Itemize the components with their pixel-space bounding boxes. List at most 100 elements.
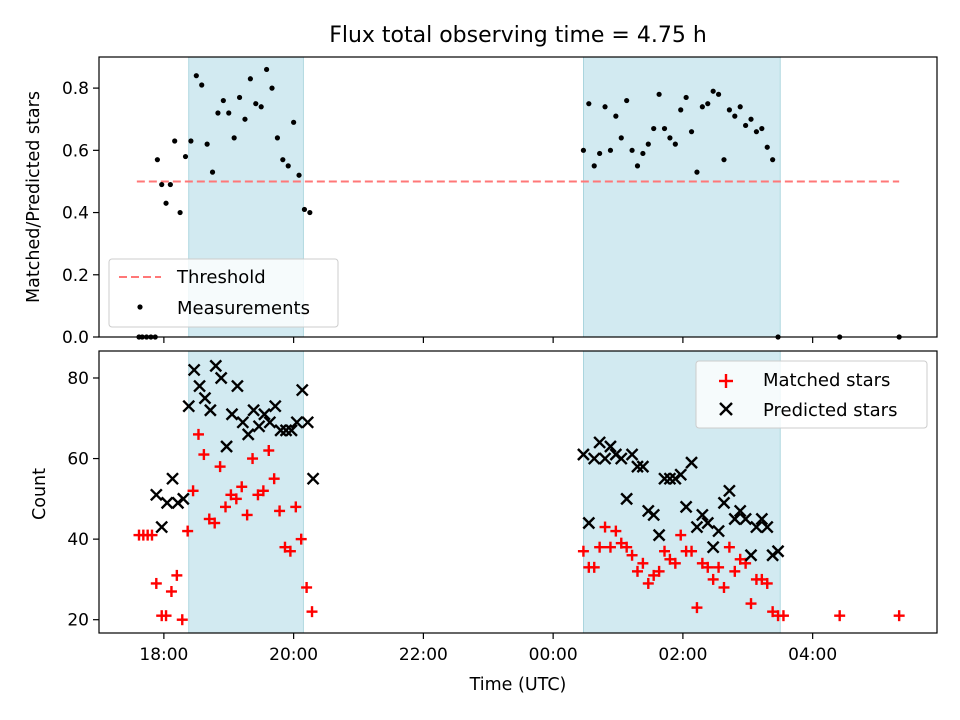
measurement-point <box>656 91 662 97</box>
predicted-star-marker <box>712 524 725 538</box>
x-tick-label: 18:00 <box>139 645 188 665</box>
predicted-stars-points <box>149 359 785 562</box>
measurement-point <box>307 209 313 216</box>
matched-star-marker <box>702 561 714 573</box>
legend-predicted-label: Predicted stars <box>763 400 897 421</box>
predicted-star-marker <box>263 415 277 429</box>
matched-star-marker <box>214 461 226 473</box>
predicted-star-marker <box>739 512 752 526</box>
ratio-shaded-regions <box>188 56 781 338</box>
measurement-point <box>258 104 264 110</box>
matched-star-marker <box>192 428 204 440</box>
measurement-point <box>661 125 668 132</box>
measurement-point <box>764 144 770 150</box>
predicted-star-marker <box>750 520 763 534</box>
measurement-point <box>231 135 237 141</box>
matched-star-marker <box>295 533 307 545</box>
y-tick-label: 0.6 <box>62 141 89 161</box>
predicted-star-marker <box>733 504 747 518</box>
matched-star-marker <box>577 545 589 557</box>
matched-star-marker <box>599 521 611 533</box>
predicted-star-marker <box>685 456 698 469</box>
matched-star-marker <box>263 445 275 457</box>
x-tick-label: 00:00 <box>529 645 578 665</box>
measurement-point <box>182 153 189 160</box>
predicted-star-marker <box>717 496 731 510</box>
matched-star-marker <box>594 541 606 553</box>
matched-star-marker <box>893 610 905 622</box>
matched-star-marker <box>146 529 158 541</box>
measurement-point <box>247 76 253 82</box>
y-tick-label: 60 <box>67 450 89 470</box>
x-tick-label: 04:00 <box>788 645 837 665</box>
measurement-point <box>154 157 160 163</box>
legend-threshold-label: Threshold <box>176 267 266 288</box>
predicted-star-marker <box>582 516 596 530</box>
y-tick-label: 80 <box>67 369 89 389</box>
x-axis-label: Time (UTC) <box>469 675 567 695</box>
matched-star-marker <box>659 545 671 557</box>
matched-star-marker <box>284 545 296 557</box>
predicted-star-marker <box>771 544 785 558</box>
predicted-star-marker <box>166 472 179 486</box>
measurement-point <box>280 157 286 163</box>
measurement-point <box>591 163 597 169</box>
predicted-star-marker <box>701 516 715 530</box>
matched-star-marker <box>241 509 253 521</box>
matched-star-marker <box>777 610 789 622</box>
predicted-star-marker <box>204 403 217 417</box>
ratio-legend-box <box>108 258 339 328</box>
matched-star-marker <box>691 602 703 614</box>
measurement-point <box>694 169 700 175</box>
measurement-point <box>753 129 760 135</box>
measurement-point <box>602 104 608 110</box>
x-tick-label: 20:00 <box>269 645 318 665</box>
measurement-point <box>291 119 297 125</box>
predicted-star-marker <box>587 452 601 465</box>
matched-star-marker <box>150 577 162 589</box>
matched-star-marker <box>621 541 633 553</box>
measurement-point <box>678 107 684 113</box>
predicted-star-marker <box>604 440 617 453</box>
matched-star-marker <box>631 565 643 577</box>
matched-star-marker <box>626 549 638 561</box>
predicted-star-marker <box>674 468 688 482</box>
measurement-point <box>242 116 248 122</box>
matched-star-marker <box>290 501 302 513</box>
measurement-point <box>193 73 199 79</box>
predicted-star-marker <box>258 407 271 421</box>
measurement-point <box>683 94 689 101</box>
measurement-point <box>597 150 603 157</box>
matched-star-marker <box>669 557 681 569</box>
matched-star-marker <box>675 529 687 541</box>
y-tick-label: 0.0 <box>62 328 89 348</box>
measurement-point <box>269 85 275 91</box>
matched-star-marker <box>745 598 757 610</box>
predicted-star-marker <box>214 371 228 385</box>
matched-star-marker <box>642 577 654 589</box>
ratio-panel: 0.00.20.40.60.8 Matched/Predicted stars … <box>24 56 938 348</box>
predicted-star-marker <box>301 415 315 429</box>
predicted-star-marker <box>252 419 266 433</box>
predicted-star-marker <box>279 424 293 437</box>
ratio-y-axis-label: Matched/Predicted stars <box>24 91 44 303</box>
measurement-point <box>629 147 635 153</box>
predicted-star-marker <box>744 548 758 562</box>
count-axes-frame <box>98 350 938 634</box>
measurement-point <box>759 125 765 132</box>
measurement-point <box>748 116 754 122</box>
measurement-point <box>580 147 587 153</box>
measurement-point <box>688 129 695 135</box>
measurement-point <box>177 209 183 216</box>
predicted-star-marker <box>187 363 201 377</box>
matched-star-marker <box>165 586 177 598</box>
measurement-point <box>274 135 281 141</box>
matched-star-marker <box>187 485 199 497</box>
ratio-legend: Threshold Measurements <box>108 258 339 328</box>
matched-star-marker <box>247 453 259 465</box>
predicted-star-marker <box>247 403 260 417</box>
measurement-point <box>188 138 194 144</box>
predicted-star-marker <box>658 472 671 486</box>
predicted-star-marker <box>696 508 709 522</box>
